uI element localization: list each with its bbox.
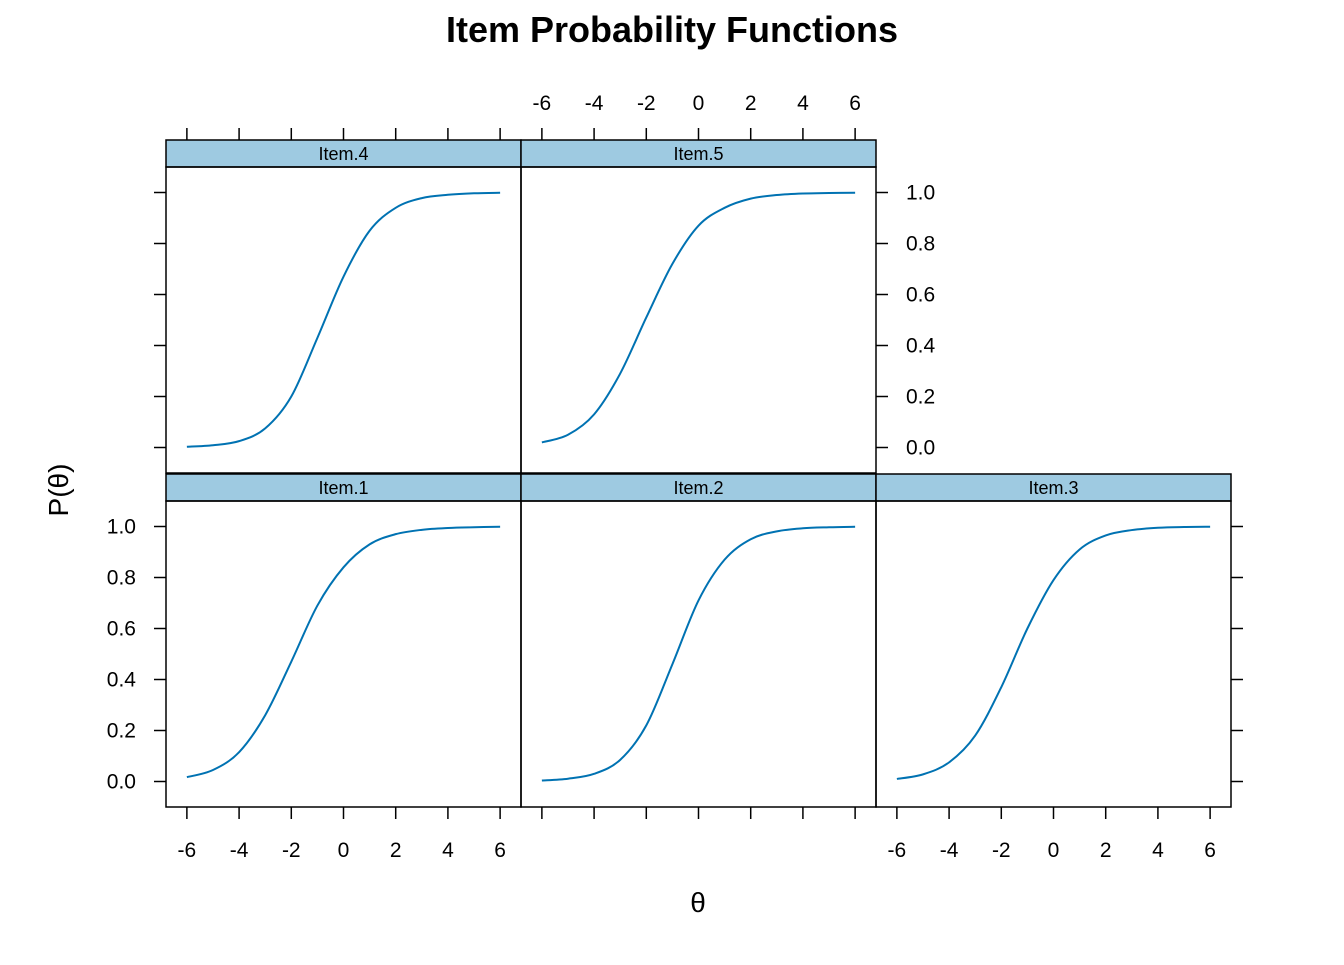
y-tick-label-left: 0.4 xyxy=(107,669,137,692)
y-axis-title: P(θ) xyxy=(43,464,74,517)
x-tick-label-top: -2 xyxy=(637,92,656,115)
x-tick-label-bottom: -2 xyxy=(992,839,1011,862)
panel-frame-item-5 xyxy=(520,166,877,474)
strip-item-2 xyxy=(520,473,877,502)
y-tick-label-left: 1.0 xyxy=(107,516,136,539)
x-tick-label-bottom: 6 xyxy=(494,839,506,862)
x-tick-label-top: 4 xyxy=(797,92,809,115)
x-tick-label-bottom: 0 xyxy=(338,839,350,862)
y-tick-label-left: 0.6 xyxy=(107,618,136,641)
panel-frame-item-1 xyxy=(165,500,522,808)
x-axis-title: θ xyxy=(690,887,706,918)
x-tick-label-bottom: 4 xyxy=(442,839,454,862)
strip-label-item-3: Item.3 xyxy=(1028,478,1078,498)
strip-label-item-4: Item.4 xyxy=(318,144,368,164)
x-tick-label-bottom: 4 xyxy=(1152,839,1164,862)
series-line-item-5 xyxy=(541,191,856,444)
x-tick-label-bottom: 6 xyxy=(1204,839,1216,862)
x-tick-label-bottom: 2 xyxy=(1100,839,1112,862)
panels-layer: Item.1 Item.2 Item.3 Item.4 Item.5 -6 -4 -2 0 2 4 6… xyxy=(107,92,1243,862)
strip-label-item-1: Item.1 xyxy=(318,478,368,498)
x-tick-label-top: 0 xyxy=(693,92,705,115)
y-tick-label-right: 0.8 xyxy=(906,233,935,256)
y-tick-label-right: 0.4 xyxy=(906,335,936,358)
y-tick-label-right: 0.2 xyxy=(906,386,935,409)
strip-label-item-2: Item.2 xyxy=(673,478,723,498)
y-tick-label-left: 0.0 xyxy=(107,771,136,794)
x-tick-label-bottom: 2 xyxy=(390,839,402,862)
x-tick-label-bottom: -2 xyxy=(282,839,301,862)
panel-frame-item-2 xyxy=(520,500,877,808)
series-line-item-3 xyxy=(896,525,1211,780)
y-tick-label-left: 0.2 xyxy=(107,720,136,743)
y-tick-label-left: 0.8 xyxy=(107,567,136,590)
x-tick-label-bottom: -6 xyxy=(888,839,907,862)
x-tick-label-bottom: -6 xyxy=(178,839,197,862)
series-line-item-4 xyxy=(186,191,501,448)
strip-item-1 xyxy=(165,473,522,502)
chart-title: Item Probability Functions xyxy=(446,9,898,50)
panel-frame-item-3 xyxy=(875,500,1232,808)
x-tick-label-bottom: 0 xyxy=(1048,839,1060,862)
y-tick-label-right: 0.6 xyxy=(906,284,935,307)
x-tick-label-top: -4 xyxy=(585,92,604,115)
y-tick-label-right: 0.0 xyxy=(906,437,935,460)
series-line-item-1 xyxy=(186,525,501,779)
x-tick-label-top: -6 xyxy=(533,92,552,115)
x-tick-label-top: 2 xyxy=(745,92,757,115)
x-tick-label-top: 6 xyxy=(849,92,861,115)
strip-label-item-5: Item.5 xyxy=(673,144,723,164)
panel-frame-item-4 xyxy=(165,166,522,474)
series-line-item-2 xyxy=(541,525,856,782)
x-tick-label-bottom: -4 xyxy=(940,839,959,862)
x-tick-label-bottom: -4 xyxy=(230,839,249,862)
y-tick-label-right: 1.0 xyxy=(906,182,935,205)
